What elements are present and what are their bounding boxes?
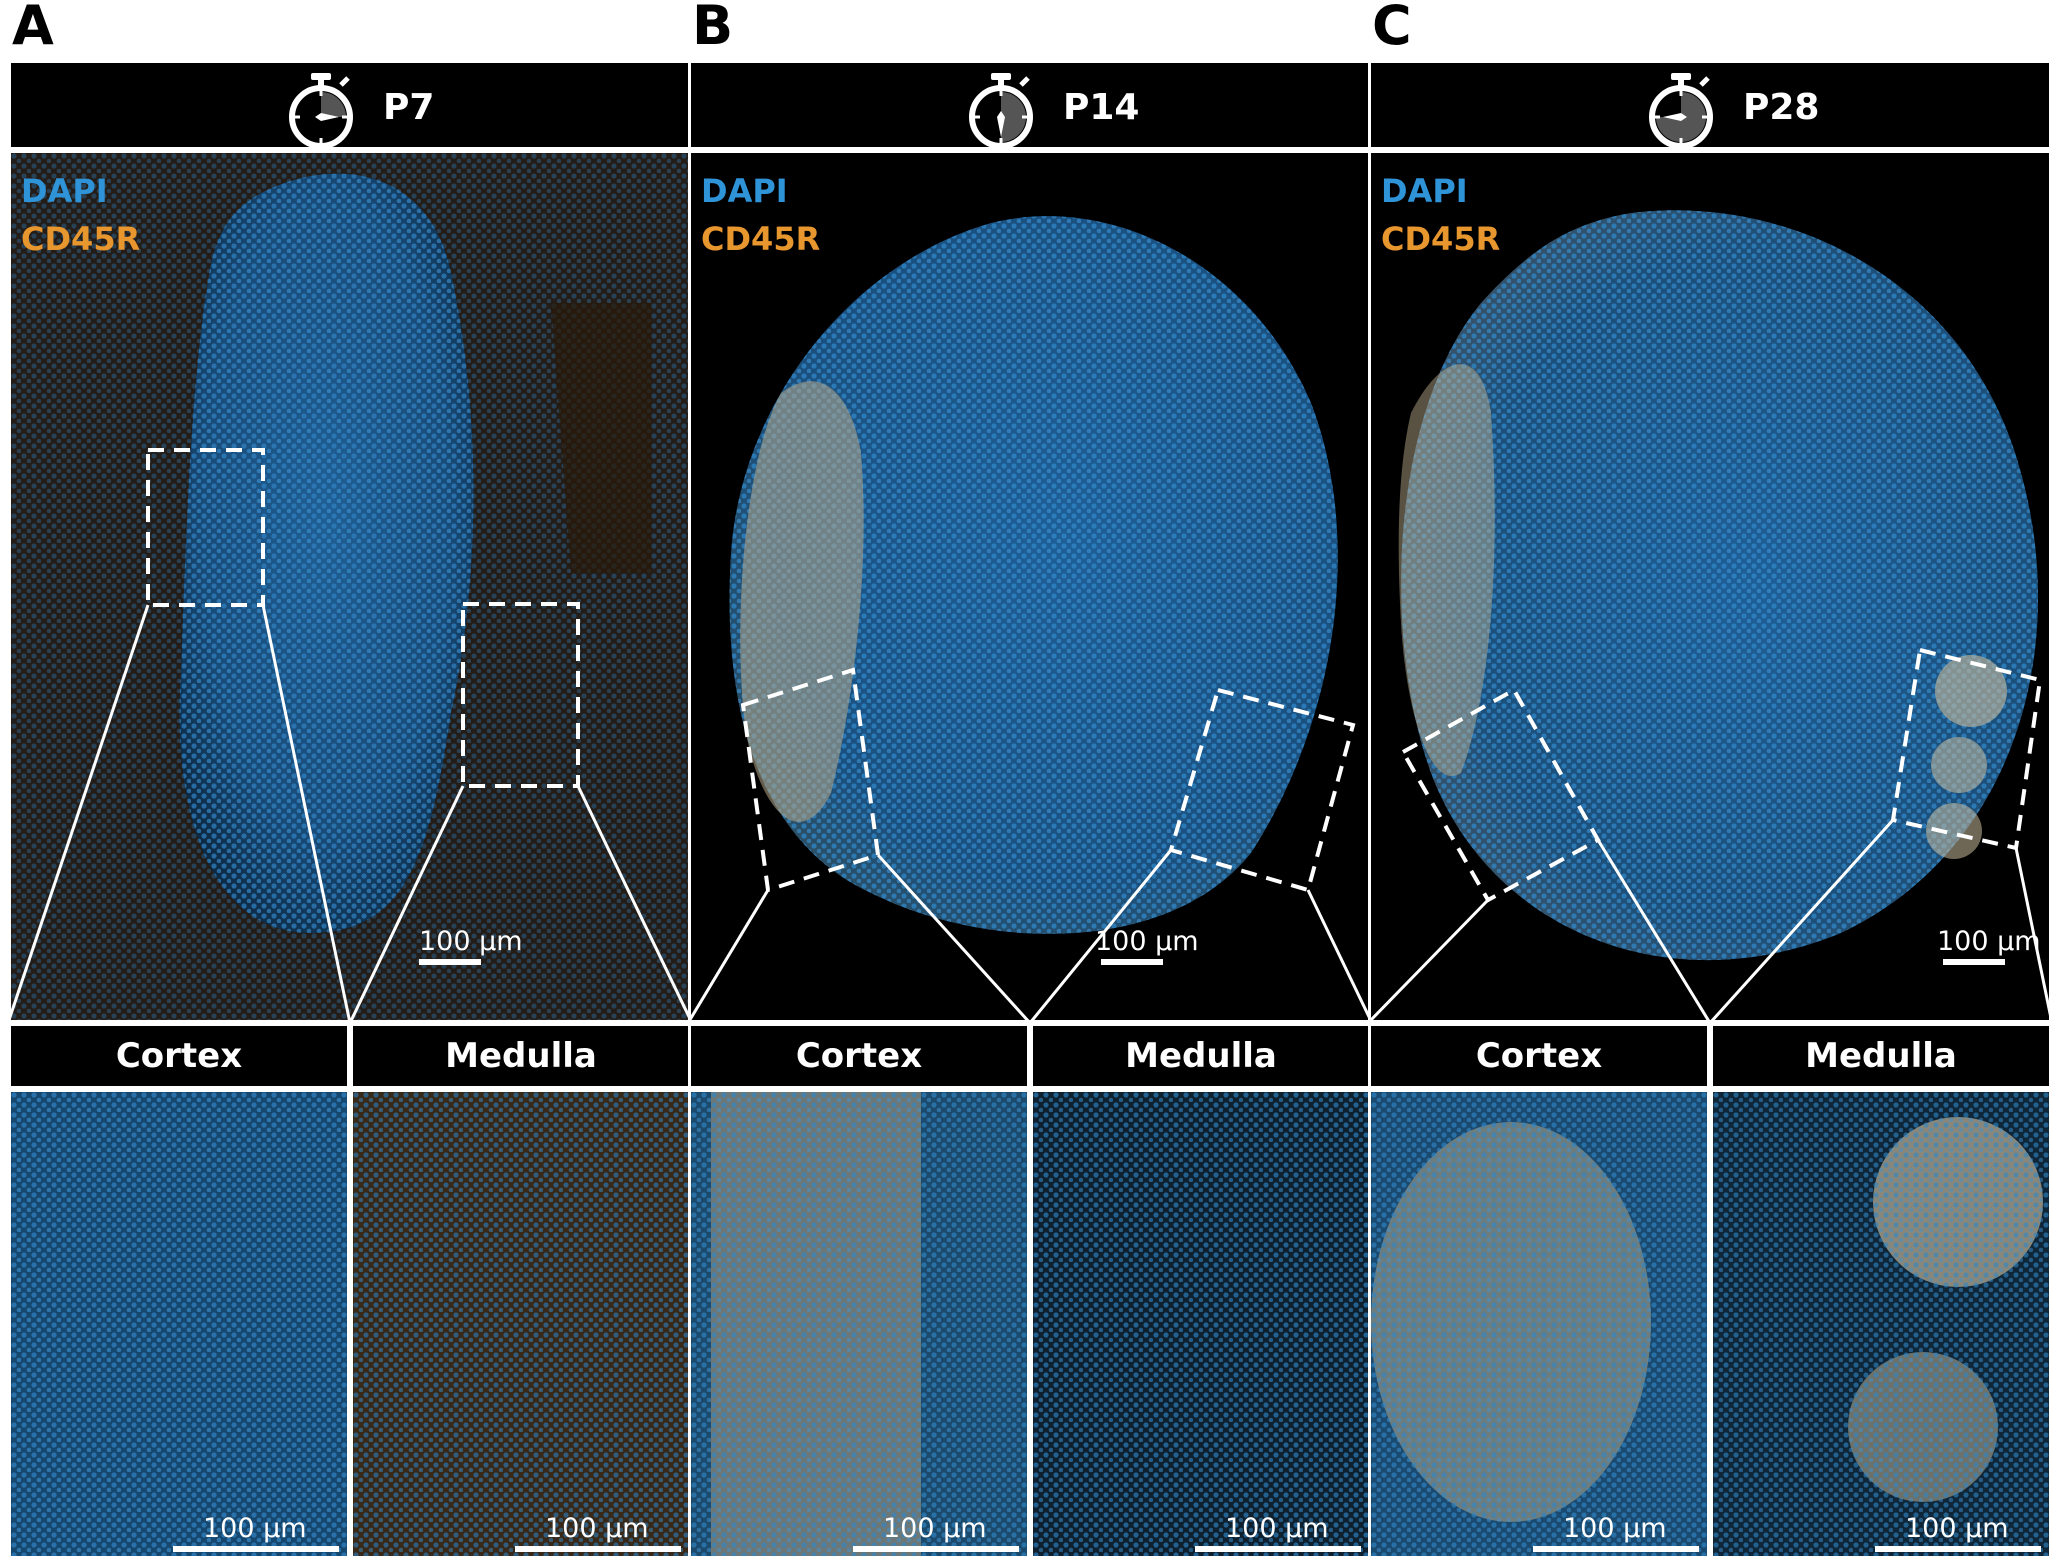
medulla-zoom-picture — [1033, 1092, 1369, 1556]
zoom-scale-bar-label: 100 µm — [883, 1513, 987, 1544]
age-header: P14 — [688, 60, 1372, 150]
zoom-scale-bar: 100 µm — [1533, 1502, 1703, 1552]
scale-bar-label: 100 µm — [1937, 926, 2041, 957]
panel-letter: C — [1372, 0, 1412, 57]
medulla-zoom-image: 100 µm — [1710, 1089, 2052, 1559]
panel-a: A P7 — [8, 0, 692, 1566]
panel-c: C P28 — [1368, 0, 2052, 1566]
scale-bar-label: 100 µm — [1095, 926, 1199, 957]
zoom-scale-bar: 100 µm — [853, 1502, 1023, 1552]
zoom-scale-bar: 100 µm — [515, 1502, 685, 1552]
scale-bar: 100 µm — [1937, 913, 2041, 965]
scale-bar: 100 µm — [1095, 913, 1199, 965]
medulla-zoom-image: 100 µm — [1030, 1089, 1372, 1559]
zoom-scale-bar: 100 µm — [1195, 1502, 1365, 1552]
age-header: P28 — [1368, 60, 2052, 150]
zoom-scale-bar-label: 100 µm — [1563, 1513, 1667, 1544]
zoom-scale-bar-label: 100 µm — [203, 1513, 307, 1544]
stopwatch-icon — [289, 73, 353, 149]
medulla-header: Medulla — [1710, 1023, 2052, 1089]
stopwatch-icon — [1649, 73, 1713, 149]
tissue-section-image — [11, 153, 689, 1020]
channel-legend: DAPI CD45R — [1381, 167, 1500, 263]
thymus-overview-image: DAPI CD45R 100 µm — [1368, 150, 2052, 1023]
medulla-zoom-image: 100 µm — [350, 1089, 692, 1559]
zoom-scale-bar-label: 100 µm — [1225, 1513, 1329, 1544]
cortex-header: Cortex — [8, 1023, 350, 1089]
cortex-header: Cortex — [688, 1023, 1030, 1089]
cortex-zoom-picture — [11, 1092, 347, 1556]
medulla-header: Medulla — [1030, 1023, 1372, 1089]
medulla-zoom-picture — [353, 1092, 689, 1556]
tissue-section-image — [691, 153, 1369, 1020]
panel-b: B P14 — [688, 0, 1372, 1566]
zoom-scale-bar: 100 µm — [173, 1502, 343, 1552]
zoom-scale-bar-label: 100 µm — [545, 1513, 649, 1544]
age-label: P28 — [1743, 87, 1820, 128]
cortex-zoom-picture — [1371, 1092, 1707, 1556]
legend-dapi: DAPI — [1381, 172, 1468, 210]
zoom-scale-bar-label: 100 µm — [1905, 1513, 2009, 1544]
medulla-header: Medulla — [350, 1023, 692, 1089]
cortex-header: Cortex — [1368, 1023, 1710, 1089]
panel-letter: A — [12, 0, 54, 57]
age-header: P7 — [8, 60, 692, 150]
scale-bar: 100 µm — [419, 913, 523, 965]
cortex-zoom-picture — [691, 1092, 1027, 1556]
medulla-zoom-picture — [1713, 1092, 2049, 1556]
thymus-overview-image: DAPI CD45R 100 µm — [8, 150, 692, 1023]
thymus-overview-image: DAPI CD45R 100 µm — [688, 150, 1372, 1023]
channel-legend: DAPI CD45R — [21, 167, 140, 263]
legend-cd45r: CD45R — [21, 220, 141, 258]
legend-cd45r: CD45R — [701, 220, 821, 258]
legend-dapi: DAPI — [21, 172, 108, 210]
cortex-zoom-image: 100 µm — [8, 1089, 350, 1559]
zoom-scale-bar: 100 µm — [1875, 1502, 2045, 1552]
tissue-section-image — [1371, 153, 2049, 1020]
legend-cd45r: CD45R — [1381, 220, 1501, 258]
panel-letter: B — [692, 0, 734, 57]
legend-dapi: DAPI — [701, 172, 788, 210]
scale-bar-label: 100 µm — [419, 926, 523, 957]
age-label: P14 — [1063, 87, 1140, 128]
cortex-zoom-image: 100 µm — [1368, 1089, 1710, 1559]
age-label: P7 — [383, 87, 435, 128]
cortex-zoom-image: 100 µm — [688, 1089, 1030, 1559]
channel-legend: DAPI CD45R — [701, 167, 820, 263]
stopwatch-icon — [969, 73, 1033, 149]
